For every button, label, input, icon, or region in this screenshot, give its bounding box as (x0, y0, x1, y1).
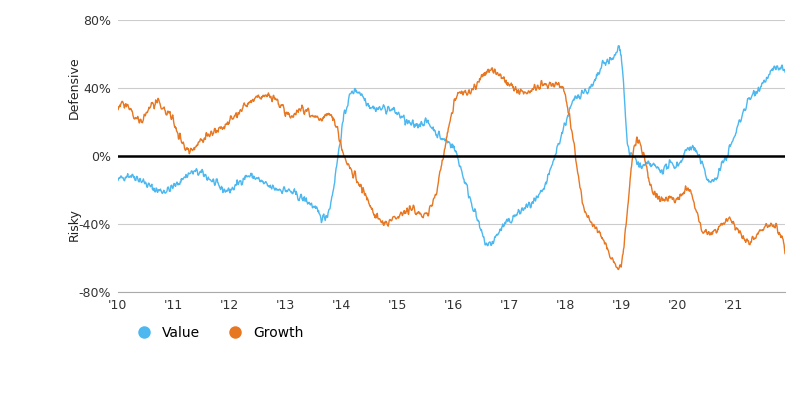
Text: Risky: Risky (68, 208, 81, 240)
Text: Defensive: Defensive (68, 57, 81, 119)
Legend: Value, Growth: Value, Growth (125, 320, 309, 345)
